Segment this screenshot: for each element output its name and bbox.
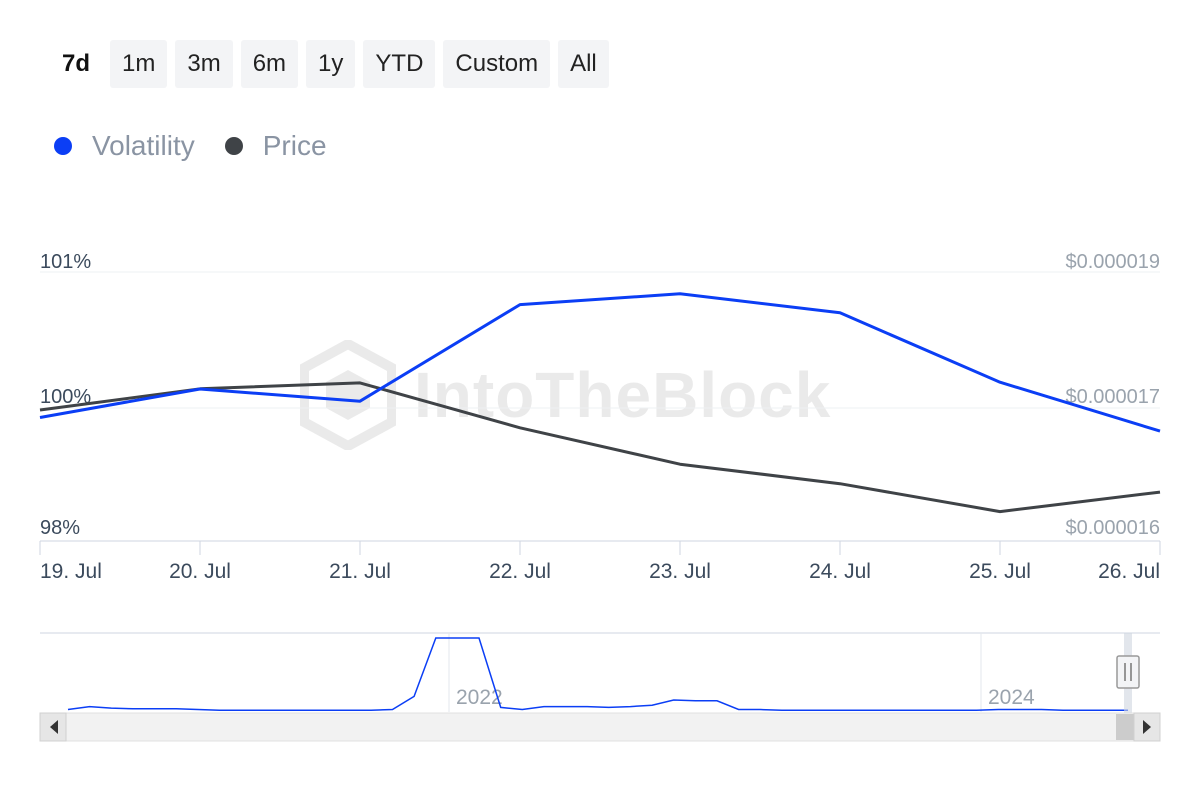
- price-dot-icon: [224, 137, 243, 155]
- series-line-volatility: [39, 292, 1161, 433]
- x-tick-label: 23. Jul: [649, 560, 711, 583]
- navigator-year-label: 2024: [988, 686, 1035, 709]
- legend-label-volatility: Volatility: [92, 130, 195, 161]
- range-button-1y[interactable]: 1y: [306, 40, 356, 88]
- x-tick-label: 25. Jul: [969, 560, 1031, 583]
- left-tick-label: 98%: [40, 517, 80, 539]
- navigator-handle-icon[interactable]: [1116, 655, 1140, 689]
- legend-label-price: Price: [262, 130, 327, 161]
- range-button-ytd[interactable]: YTD: [363, 40, 436, 88]
- navigator-history-line: [67, 637, 1128, 712]
- x-tick-label: 21. Jul: [329, 560, 391, 583]
- x-tick-label: 24. Jul: [809, 560, 871, 583]
- left-tick-label: 100%: [40, 386, 91, 408]
- x-tick-label: 19. Jul: [40, 560, 102, 583]
- right-tick-label: $0.000016: [1065, 517, 1160, 539]
- left-tick-label: 101%: [40, 251, 91, 273]
- x-tick-label: 20. Jul: [169, 560, 231, 583]
- navigator-year-label: 2022: [456, 686, 503, 709]
- x-tick-label: 22. Jul: [489, 560, 551, 583]
- right-tick-label: $0.000019: [1065, 251, 1160, 273]
- scrollbar-thumb[interactable]: [1116, 714, 1134, 740]
- range-selector: 7d 1m 3m 6m 1y YTD Custom All: [50, 40, 609, 88]
- scroll-left-arrow-icon: [50, 720, 58, 734]
- range-button-6m[interactable]: 6m: [240, 40, 299, 88]
- range-button-1m[interactable]: 1m: [110, 40, 168, 88]
- legend-item-volatility[interactable]: Volatility: [54, 130, 195, 162]
- volatility-dot-icon: [54, 137, 72, 155]
- scrollbar-track: [39, 712, 1161, 742]
- legend: Volatility Price: [54, 130, 327, 162]
- range-button-custom[interactable]: Custom: [443, 40, 551, 88]
- range-button-3m[interactable]: 3m: [175, 40, 233, 88]
- series-line-price: [39, 381, 1161, 514]
- range-button-7d[interactable]: 7d: [50, 40, 103, 88]
- legend-item-price[interactable]: Price: [224, 130, 327, 162]
- right-tick-label: $0.000017: [1065, 386, 1160, 408]
- range-button-all[interactable]: All: [558, 40, 609, 88]
- scroll-right-arrow-icon: [1143, 720, 1151, 734]
- x-tick-label: 26. Jul: [1098, 560, 1160, 583]
